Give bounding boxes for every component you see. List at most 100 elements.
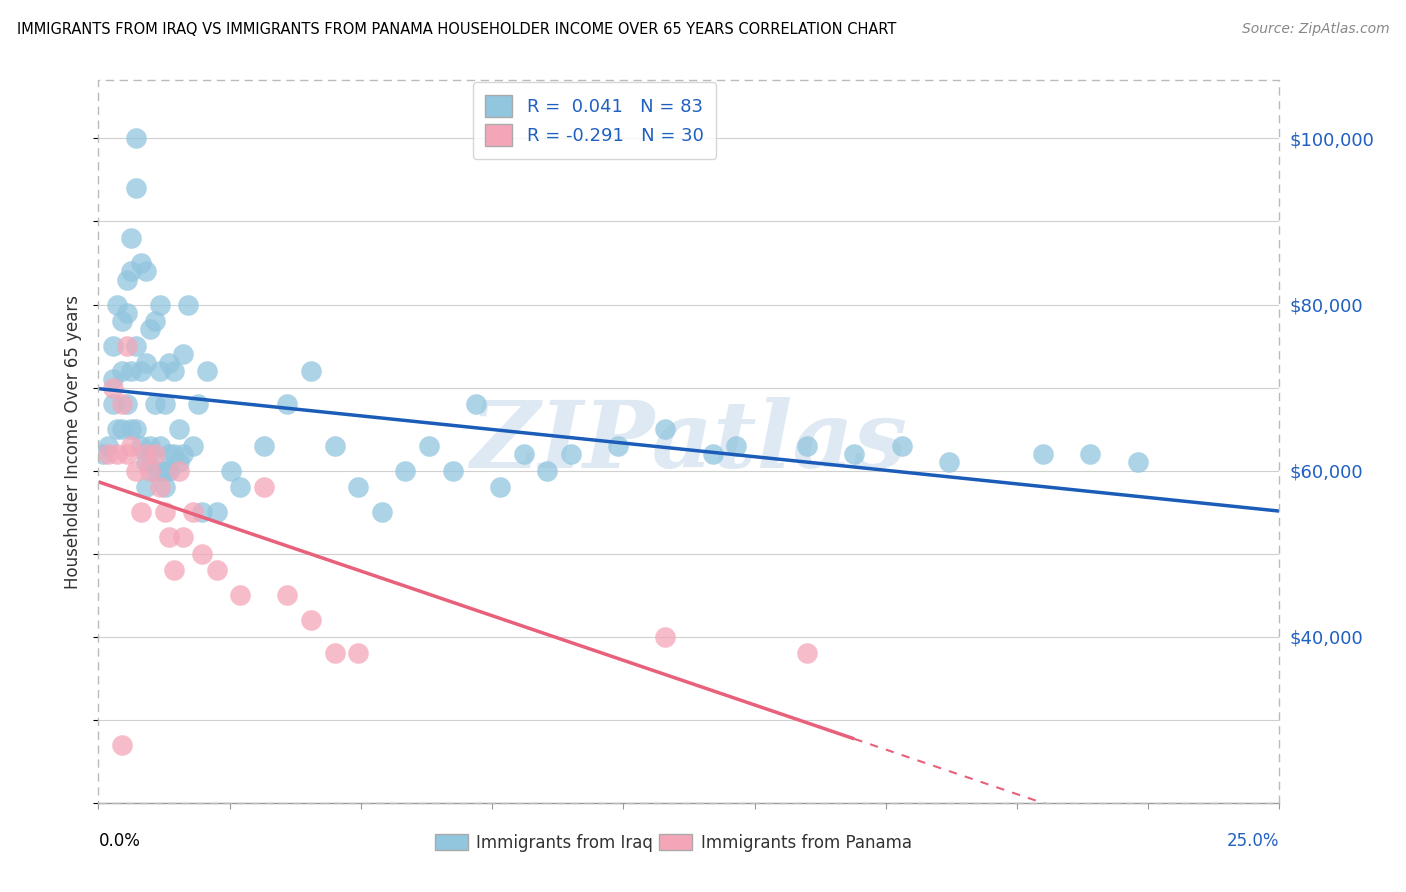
Point — [441, 464, 464, 478]
Point — [135, 455, 157, 469]
Point — [418, 439, 440, 453]
Point — [229, 480, 252, 494]
Point — [143, 464, 166, 478]
Point — [115, 306, 138, 320]
Point — [135, 356, 157, 370]
Point — [276, 588, 298, 602]
Point — [163, 563, 186, 577]
Point — [229, 588, 252, 602]
Point — [101, 380, 124, 394]
Point — [172, 347, 194, 361]
Point — [177, 297, 200, 311]
Point — [253, 439, 276, 453]
Point — [149, 297, 172, 311]
Point — [111, 738, 134, 752]
Point — [125, 464, 148, 478]
Point — [125, 181, 148, 195]
Text: IMMIGRANTS FROM IRAQ VS IMMIGRANTS FROM PANAMA HOUSEHOLDER INCOME OVER 65 YEARS : IMMIGRANTS FROM IRAQ VS IMMIGRANTS FROM … — [17, 22, 896, 37]
Text: Immigrants from Iraq: Immigrants from Iraq — [477, 833, 654, 852]
Point — [139, 439, 162, 453]
Point — [149, 439, 172, 453]
Point — [489, 480, 512, 494]
Point — [167, 464, 190, 478]
Point — [938, 455, 960, 469]
Point — [129, 364, 152, 378]
Point — [844, 447, 866, 461]
Point — [172, 447, 194, 461]
FancyBboxPatch shape — [434, 834, 468, 850]
Point — [1126, 455, 1149, 469]
Point — [129, 256, 152, 270]
Point — [143, 447, 166, 461]
Point — [121, 264, 143, 278]
Point — [1080, 447, 1102, 461]
Point — [111, 364, 134, 378]
Point — [512, 447, 534, 461]
Point — [91, 447, 114, 461]
Text: Immigrants from Panama: Immigrants from Panama — [700, 833, 911, 852]
Point — [149, 480, 172, 494]
Point — [191, 505, 214, 519]
Text: 0.0%: 0.0% — [98, 831, 141, 850]
Point — [702, 447, 724, 461]
Point — [560, 447, 582, 461]
Point — [654, 422, 676, 436]
Point — [163, 447, 186, 461]
Point — [465, 397, 488, 411]
Point — [181, 439, 204, 453]
Text: ZIPatlas: ZIPatlas — [471, 397, 907, 486]
Point — [143, 314, 166, 328]
Point — [135, 447, 157, 461]
Point — [253, 480, 276, 494]
FancyBboxPatch shape — [659, 834, 693, 850]
Point — [187, 397, 209, 411]
Point — [725, 439, 748, 453]
Y-axis label: Householder Income Over 65 years: Householder Income Over 65 years — [65, 294, 83, 589]
Point — [163, 364, 186, 378]
Point — [129, 439, 152, 453]
Point — [172, 530, 194, 544]
Point — [121, 364, 143, 378]
Text: 25.0%: 25.0% — [1227, 831, 1279, 850]
Point — [105, 447, 128, 461]
Point — [191, 547, 214, 561]
Point — [153, 505, 176, 519]
Point — [115, 447, 138, 461]
Point — [121, 422, 143, 436]
Point — [607, 439, 630, 453]
Point — [205, 563, 228, 577]
Point — [153, 464, 176, 478]
Text: Source: ZipAtlas.com: Source: ZipAtlas.com — [1241, 22, 1389, 37]
Point — [101, 339, 124, 353]
Point — [323, 646, 346, 660]
Point — [299, 364, 322, 378]
Point — [394, 464, 416, 478]
Point — [121, 231, 143, 245]
Point — [1032, 447, 1054, 461]
Legend: R =  0.041   N = 83, R = -0.291   N = 30: R = 0.041 N = 83, R = -0.291 N = 30 — [472, 82, 716, 159]
Point — [157, 464, 180, 478]
Point — [129, 505, 152, 519]
Point — [347, 646, 370, 660]
Point — [276, 397, 298, 411]
Point — [654, 630, 676, 644]
Point — [219, 464, 242, 478]
Point — [371, 505, 394, 519]
Point — [139, 464, 162, 478]
Point — [139, 322, 162, 336]
Point — [97, 447, 120, 461]
Point — [125, 131, 148, 145]
Point — [323, 439, 346, 453]
Point — [111, 314, 134, 328]
Point — [157, 530, 180, 544]
Point — [796, 439, 818, 453]
Point — [890, 439, 912, 453]
Point — [181, 505, 204, 519]
Point — [111, 422, 134, 436]
Point — [105, 422, 128, 436]
Point — [125, 339, 148, 353]
Point — [157, 447, 180, 461]
Point — [121, 439, 143, 453]
Point — [167, 422, 190, 436]
Bar — [98, 80, 1279, 803]
